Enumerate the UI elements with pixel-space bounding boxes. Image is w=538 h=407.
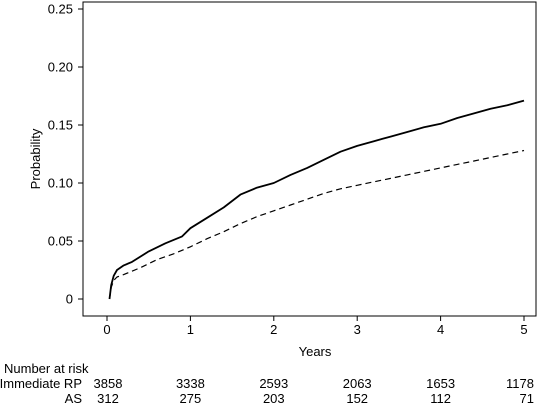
risk-value: 3858 xyxy=(94,376,123,391)
x-tick-label: 5 xyxy=(520,322,527,337)
risk-row-label: Immediate RP xyxy=(0,376,82,391)
x-axis-label: Years xyxy=(299,344,332,359)
y-axis-label: Probability xyxy=(28,128,43,189)
risk-value: 2063 xyxy=(343,376,372,391)
risk-value: 3338 xyxy=(176,376,205,391)
y-tick-label: 0.10 xyxy=(48,176,73,191)
risk-value: 112 xyxy=(430,391,451,406)
risk-value: 275 xyxy=(180,391,202,406)
risk-value: 71 xyxy=(520,391,534,406)
x-tick-label: 1 xyxy=(187,322,194,337)
y-tick-label: 0.20 xyxy=(48,60,73,75)
y-tick-label: 0.25 xyxy=(48,2,73,17)
risk-value: 203 xyxy=(263,391,285,406)
risk-row-label: AS xyxy=(65,391,83,406)
y-tick-label: 0.15 xyxy=(48,118,73,133)
series-layer xyxy=(108,99,525,300)
x-axis: 0 1 2 3 4 5 xyxy=(103,316,528,337)
y-tick-label: 0.05 xyxy=(48,234,73,249)
y-tick-label: 0 xyxy=(66,292,73,307)
series-line-solid xyxy=(108,99,525,300)
x-tick-label: 3 xyxy=(354,322,361,337)
x-tick-label: 0 xyxy=(103,322,110,337)
risk-value: 152 xyxy=(346,391,368,406)
risk-value: 1653 xyxy=(426,376,455,391)
plot-frame xyxy=(82,1,537,317)
risk-value: 2593 xyxy=(259,376,288,391)
x-tick-label: 2 xyxy=(270,322,277,337)
y-axis: 0 0.05 0.10 0.15 0.20 0.25 xyxy=(48,2,83,307)
x-tick-label: 4 xyxy=(437,322,444,337)
risk-table-title: Number at risk xyxy=(4,361,89,376)
risk-value: 1178 xyxy=(506,376,534,391)
number-at-risk-table: Number at risk Immediate RP 3858 3338 2593 2… xyxy=(0,361,534,406)
series-line-dashed xyxy=(108,149,525,300)
risk-value: 312 xyxy=(97,391,119,406)
